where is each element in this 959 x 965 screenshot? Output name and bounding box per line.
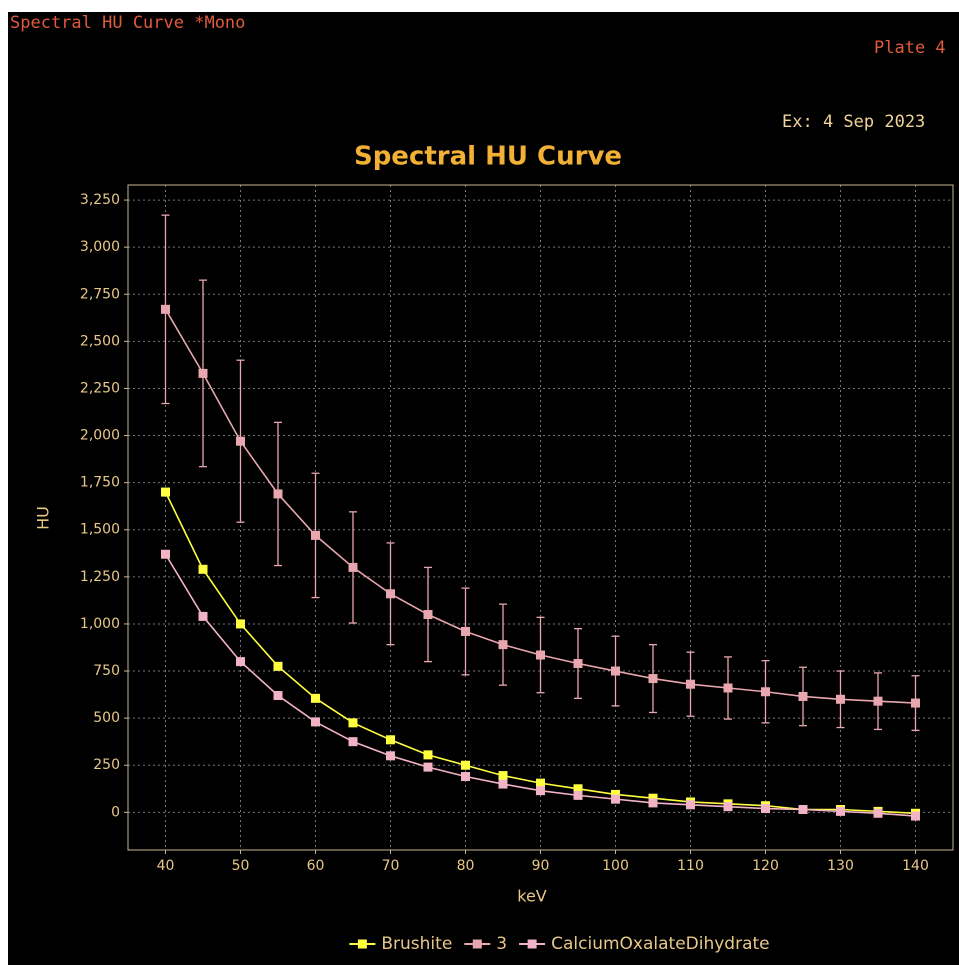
y-axis-label: HU [34, 506, 53, 530]
y-tick-label: 2,250 [80, 380, 120, 396]
point [911, 698, 920, 708]
legend-marker [527, 939, 537, 949]
point [686, 800, 695, 810]
legend-label: CalciumOxalateDihydrate [551, 934, 770, 954]
legend-marker [472, 939, 482, 949]
point [423, 750, 433, 760]
point [198, 368, 208, 378]
point [723, 802, 733, 812]
point [161, 304, 170, 314]
chart-title: Spectral HU Curve [354, 142, 622, 172]
point [311, 530, 320, 540]
point [573, 784, 583, 794]
point [161, 487, 170, 497]
point [648, 798, 658, 808]
app-title: Spectral HU Curve *Mono [10, 13, 245, 33]
point [461, 772, 470, 782]
point [836, 694, 845, 704]
point [348, 737, 358, 747]
point [198, 564, 208, 574]
point [273, 489, 283, 499]
point [723, 683, 733, 693]
y-tick-label: 2,750 [80, 286, 120, 302]
point [611, 789, 620, 799]
point [573, 790, 583, 800]
y-tick-label: 250 [93, 757, 120, 773]
point [761, 687, 770, 697]
y-tick-label: 3,000 [80, 239, 120, 255]
point [348, 562, 358, 572]
y-tick-label: 2,500 [80, 333, 120, 349]
point [611, 666, 620, 676]
point [648, 793, 658, 803]
x-tick-label: 80 [457, 858, 475, 874]
y-tick-label: 0 [111, 804, 120, 820]
x-tick-label: 120 [752, 858, 779, 874]
point [648, 674, 658, 684]
legend-label: 3 [496, 934, 507, 954]
point [273, 661, 283, 671]
y-tick-label: 1,250 [80, 569, 120, 585]
point [836, 806, 845, 816]
point [386, 751, 395, 761]
point [273, 691, 283, 701]
point [498, 640, 508, 650]
point [198, 611, 208, 621]
x-tick-label: 40 [157, 858, 175, 874]
point [873, 808, 883, 818]
point [911, 811, 920, 821]
legend-label: Brushite [381, 934, 452, 954]
point [236, 657, 245, 667]
point [461, 760, 470, 770]
x-tick-label: 50 [232, 858, 250, 874]
point [461, 626, 470, 636]
point [536, 650, 545, 660]
point [536, 786, 545, 796]
point [761, 804, 770, 814]
point [423, 762, 433, 772]
y-tick-label: 3,250 [80, 192, 120, 208]
x-tick-label: 130 [827, 858, 854, 874]
point [423, 610, 433, 620]
point [798, 691, 808, 701]
point [236, 436, 245, 446]
y-tick-label: 750 [93, 663, 120, 679]
y-tick-label: 500 [93, 710, 120, 726]
point [161, 549, 170, 559]
x-tick-label: 100 [602, 858, 629, 874]
x-axis-label: keV [517, 887, 547, 906]
point [498, 779, 508, 789]
legend-marker [357, 939, 367, 949]
y-tick-label: 1,500 [80, 522, 120, 538]
point [236, 619, 245, 629]
x-tick-label: 60 [307, 858, 325, 874]
x-tick-label: 70 [382, 858, 400, 874]
point [386, 735, 395, 745]
point [386, 589, 395, 599]
point [311, 717, 320, 727]
y-tick-label: 2,000 [80, 428, 120, 444]
exam-date: Ex: 4 Sep 2023 [782, 112, 925, 132]
point [311, 693, 320, 703]
point [686, 679, 695, 689]
plot-frame [127, 184, 954, 851]
point [873, 696, 883, 706]
point [573, 658, 583, 668]
point [498, 771, 508, 781]
x-tick-label: 90 [532, 858, 550, 874]
point [348, 718, 358, 728]
point [536, 778, 545, 788]
y-tick-label: 1,750 [80, 475, 120, 491]
x-tick-label: 140 [902, 858, 929, 874]
x-tick-label: 110 [677, 858, 704, 874]
plate-label: Plate 4 [874, 38, 946, 58]
point [798, 804, 808, 814]
y-tick-label: 1,000 [80, 616, 120, 632]
point [611, 794, 620, 804]
